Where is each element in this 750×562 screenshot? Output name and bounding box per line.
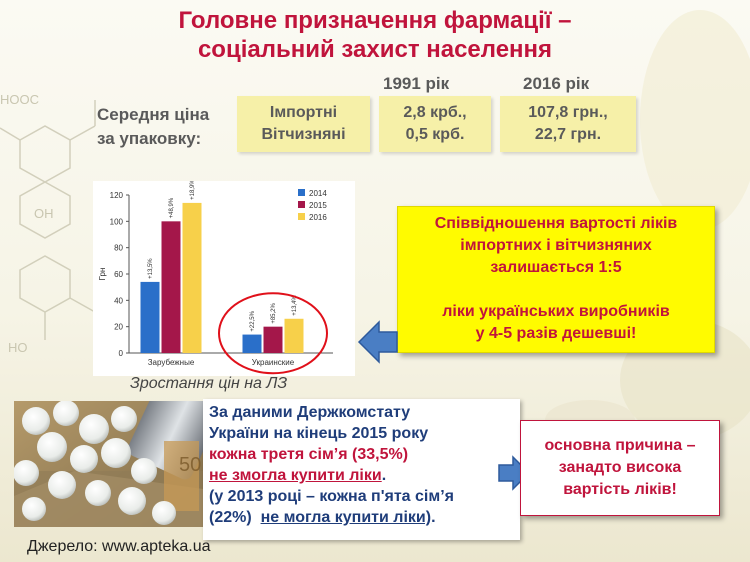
ratio-line-2: імпортних і вітчизняних (460, 237, 652, 254)
stat-line-5: (у 2013 році – кожна п'ята сім’я (209, 488, 454, 505)
bar-data-label: +13,5% (148, 258, 154, 279)
price-1991-box: 2,8 крб., 0,5 крб. (379, 96, 491, 152)
category-label: Зарубежные (148, 358, 195, 367)
ratio-line-5: у 4-5 разів дешевші! (475, 325, 637, 342)
bar-2016-1 (284, 318, 304, 353)
svg-text:50: 50 (179, 454, 201, 476)
bar-data-label: +18,9% (190, 181, 196, 200)
legend-label-2015: 2015 (309, 201, 327, 210)
price-label-line-2: за упаковку: (97, 129, 202, 148)
price-growth-chart: 0 20 40 60 80 100 120 Грн +13,5% +48,9% +18,9% Зару… (93, 179, 355, 376)
legend-swatch-2014 (298, 189, 305, 196)
bar-data-label: +22,5% (250, 310, 256, 331)
reason-box: основна причина – занадто висока вартіст… (520, 420, 720, 516)
bar-2015-0 (161, 221, 181, 353)
left-arrow-icon (357, 320, 398, 364)
y-tick-label: 100 (110, 217, 124, 226)
stat-line-6-text: не могла купити ліки) (260, 509, 432, 526)
legend-swatch-2016 (298, 213, 305, 220)
legend-label-2016: 2016 (309, 213, 327, 222)
y-tick-label: 120 (110, 191, 124, 200)
medicine-type-box: Імпортні Вітчизняні (237, 96, 370, 152)
type-imported: Імпортні (269, 104, 338, 121)
bar-data-label: +13,4% (292, 295, 298, 316)
highlight-circle (218, 292, 328, 375)
category-label: Украинские (252, 358, 295, 367)
ratio-highlight-box: Співвідношення вартості ліків імпортних … (397, 206, 715, 353)
type-domestic: Вітчизняні (261, 126, 346, 143)
y-tick-label: 60 (114, 270, 123, 279)
legend-swatch-2015 (298, 201, 305, 208)
title-line-1: Головне призначення фармації – (178, 7, 572, 34)
bar-data-label: +85,2% (271, 302, 277, 323)
price-label-line-1: Середня ціна (97, 105, 210, 124)
svg-text:HO: HO (8, 340, 28, 355)
bg-formula-text: HOOC (0, 92, 39, 107)
stat-line-6-percent: (22%) (209, 509, 252, 526)
price-1991-domestic: 0,5 крб. (405, 126, 465, 143)
source-note: Джерело: www.apteka.ua (27, 538, 211, 555)
y-tick-label: 80 (114, 244, 123, 253)
chart-caption: Зростання цін на ЛЗ (130, 375, 288, 392)
pills-and-money-image: 50 (14, 401, 203, 527)
y-axis-label: Грн (98, 268, 107, 281)
ratio-line-3: залишається 1:5 (490, 259, 622, 276)
stat-line-3: кожна третя сім’я (33,5%) (209, 446, 409, 463)
pills-photo: 50 (14, 401, 203, 527)
price-2016-imported: 107,8 грн., (528, 104, 608, 121)
title-line-2: соціальний захист населення (197, 36, 553, 63)
svg-text:OH: OH (34, 206, 54, 221)
bar-2015-1 (263, 326, 283, 353)
stat-line-4: не змогла купити ліки (209, 467, 382, 484)
reason-line-2: занадто висока (558, 459, 682, 476)
ratio-line-4: ліки українських виробників (442, 303, 670, 320)
bar-data-label: +48,9% (169, 197, 175, 218)
bar-2016-0 (182, 202, 202, 353)
bar-2014-1 (242, 334, 262, 353)
price-2016-domestic: 22,7 грн. (534, 126, 602, 143)
year-2016-header: 2016 рік (523, 74, 590, 93)
y-tick-label: 40 (114, 296, 123, 305)
year-1991-header: 1991 рік (383, 74, 450, 93)
stat-line-4-end: . (381, 467, 387, 484)
y-tick-label: 20 (114, 323, 123, 332)
ratio-line-1: Співвідношення вартості ліків (434, 215, 678, 232)
slide-title: Головне призначення фармації – соціальни… (0, 6, 750, 64)
reason-line-3: вартість ліків! (563, 481, 677, 498)
statistics-box: За даними Держкомстату України на кінець… (203, 399, 520, 540)
reason-line-1: основна причина – (544, 437, 696, 454)
right-arrow-icon (498, 455, 531, 491)
legend-label-2014: 2014 (309, 189, 327, 198)
y-tick-label: 0 (119, 349, 124, 358)
price-1991-imported: 2,8 крб., (403, 104, 467, 121)
stat-line-6-end: . (431, 509, 436, 526)
price-label: Середня ціна за упаковку: (97, 103, 209, 151)
bar-2014-0 (140, 281, 160, 353)
stat-line-1: За даними Держкомстату (209, 404, 411, 421)
price-2016-box: 107,8 грн., 22,7 грн. (500, 96, 636, 152)
stat-line-2: України на кінець 2015 року (209, 425, 429, 442)
bar-chart-svg: 0 20 40 60 80 100 120 Грн +13,5% +48,9% +18,9% Зару… (98, 179, 333, 375)
